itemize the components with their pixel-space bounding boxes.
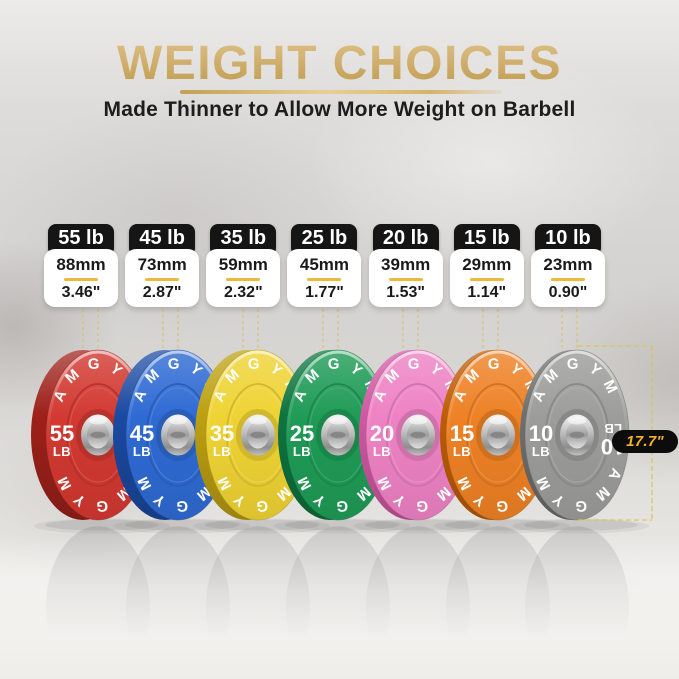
svg-text:10: 10 <box>529 421 553 446</box>
thickness-inches: 2.87" <box>142 283 182 301</box>
thickness-inches: 0.90" <box>548 283 588 301</box>
thickness-inches: 2.32" <box>223 283 263 301</box>
plate-floor-reflection <box>525 526 629 679</box>
thickness-mm: 23mm <box>543 254 593 274</box>
gold-divider-line <box>64 277 98 281</box>
svg-text:25: 25 <box>290 421 314 446</box>
gold-divider-line <box>388 277 423 281</box>
svg-text:55: 55 <box>50 421 74 446</box>
thickness-mm: 45mm <box>299 254 350 274</box>
svg-text:15: 15 <box>450 421 474 446</box>
svg-text:20: 20 <box>370 421 394 446</box>
thickness-panel: 23mm 0.90" <box>530 249 605 307</box>
plate-floor-reflection <box>46 526 150 679</box>
diameter-measurement-lines <box>578 345 653 521</box>
page-subtitle: Made Thinner to Allow More Weight on Bar… <box>103 98 576 121</box>
page-title: WEIGHT CHOICES <box>0 36 679 91</box>
thickness-panel: 73mm 2.87" <box>125 249 200 307</box>
thickness-inches: 3.46" <box>61 283 101 301</box>
gold-divider-line <box>469 277 504 281</box>
svg-text:LB: LB <box>373 444 391 459</box>
spec-card-15lb: 15 lb 29mm 1.14" <box>449 224 524 307</box>
thickness-mm: 73mm <box>137 254 187 274</box>
thickness-panel: 39mm 1.53" <box>368 249 443 307</box>
svg-text:35: 35 <box>210 421 234 446</box>
svg-text:45: 45 <box>130 421 154 446</box>
thickness-panel: 88mm 3.46" <box>44 249 118 307</box>
thickness-mm: 59mm <box>218 254 268 274</box>
thickness-mm: 39mm <box>381 254 431 274</box>
diameter-callout: 17.7" <box>612 430 678 453</box>
svg-text:LB: LB <box>532 444 550 459</box>
thickness-panel: 29mm 1.14" <box>449 249 524 307</box>
thickness-inches: 1.77" <box>305 283 344 301</box>
thickness-mm: 29mm <box>462 254 512 274</box>
gold-divider-line <box>145 277 180 281</box>
thickness-inches: 1.14" <box>467 283 507 301</box>
svg-text:LB: LB <box>133 444 151 459</box>
svg-text:LB: LB <box>53 444 71 459</box>
gold-divider-line <box>226 277 261 281</box>
plate-groove-ring <box>544 383 610 487</box>
spec-card-55lb: 55 lb 88mm 3.46" <box>44 224 118 307</box>
gold-divider-line <box>550 277 585 281</box>
spec-cards-row: 55 lb 88mm 3.46" 45 lb 73mm 2.87" 35 lb 59mm 2.3… <box>44 224 605 307</box>
spec-card-10lb: 10 lb 23mm 0.90" <box>530 224 605 307</box>
svg-text:LB: LB <box>293 444 311 459</box>
plate-floor-reflection <box>446 526 550 679</box>
plate-floor-reflection <box>366 526 470 679</box>
plate-floor-reflection <box>126 526 230 679</box>
svg-text:LB: LB <box>453 444 471 459</box>
spec-card-45lb: 45 lb 73mm 2.87" <box>125 224 200 307</box>
spec-card-20lb: 20 lb 39mm 1.53" <box>368 224 443 307</box>
gold-divider-line <box>307 277 342 281</box>
svg-text:LB: LB <box>213 444 231 459</box>
thickness-panel: 59mm 2.32" <box>206 249 281 307</box>
spec-card-25lb: 25 lb 45mm 1.77" <box>287 224 362 307</box>
ground-and-guides <box>34 309 649 679</box>
plate-floor-reflection <box>286 526 390 679</box>
thickness-panel: 45mm 1.77" <box>287 249 362 307</box>
thickness-mm: 88mm <box>56 254 106 274</box>
thickness-inches: 1.53" <box>386 283 425 301</box>
plate-floor-reflection <box>206 526 310 679</box>
spec-card-35lb: 35 lb 59mm 2.32" <box>206 224 281 307</box>
title-underline <box>180 90 502 94</box>
weight-plate-20lb: AMGYMAMGYM20LB20LB <box>359 349 471 521</box>
